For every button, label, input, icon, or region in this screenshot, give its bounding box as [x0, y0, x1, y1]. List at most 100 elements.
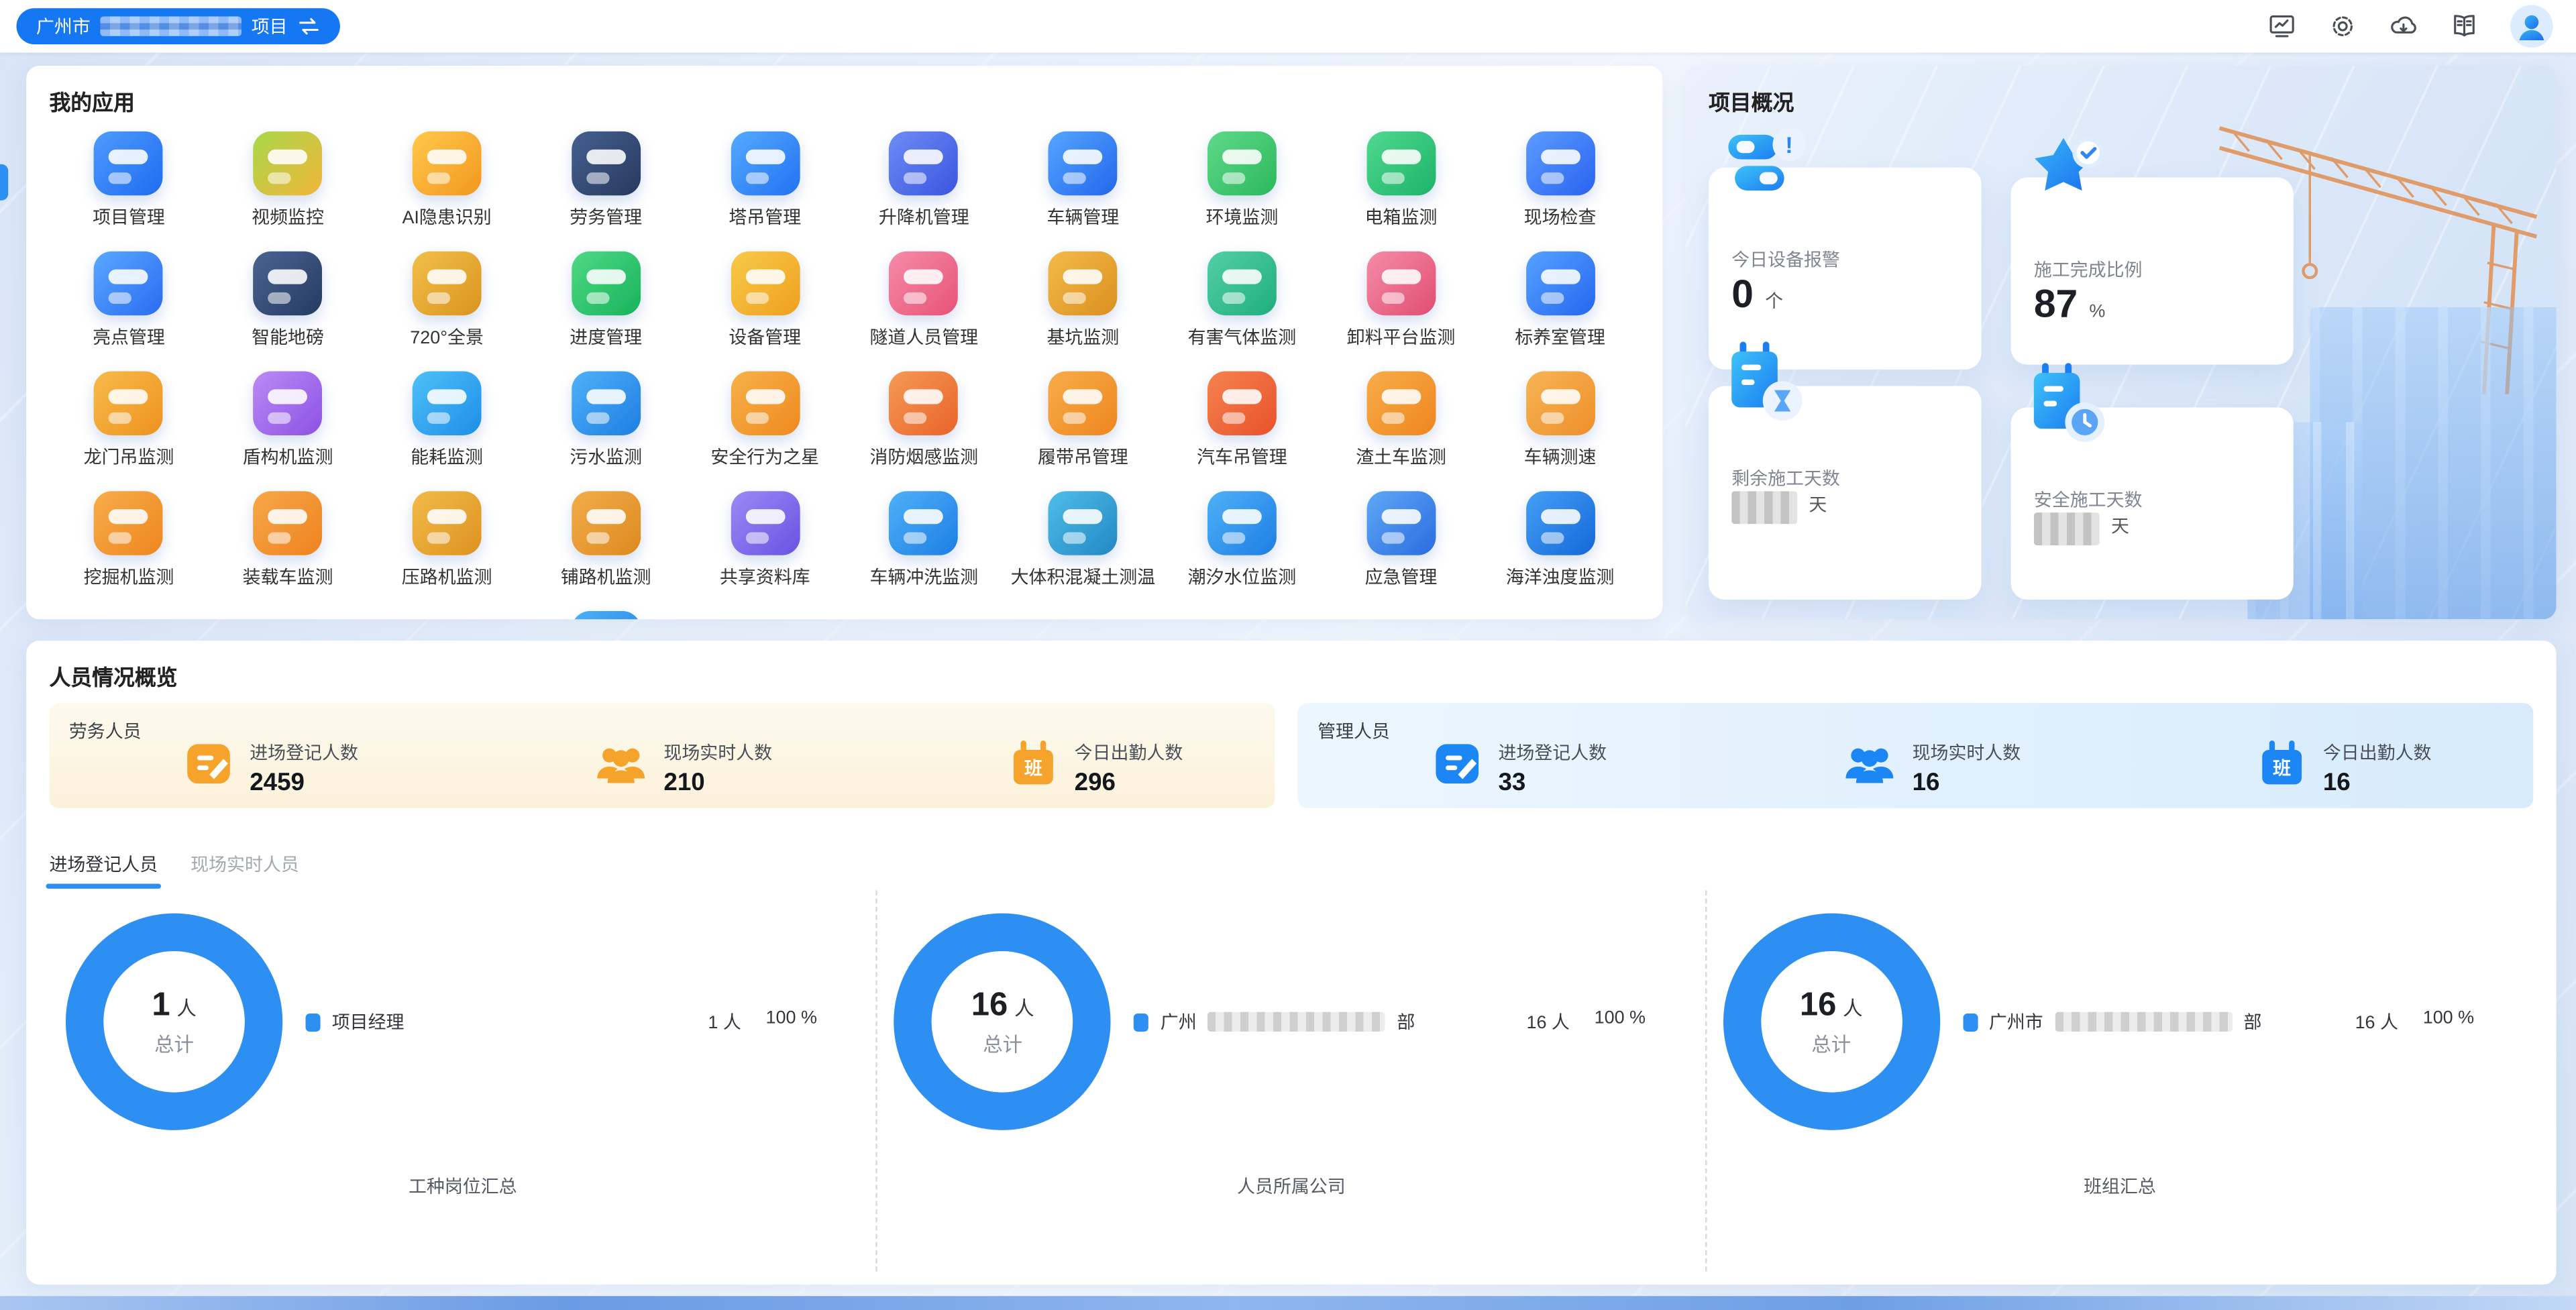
- app-item[interactable]: 潮汐水位监测: [1163, 491, 1322, 590]
- app-item[interactable]: 安全行为之星: [686, 371, 845, 470]
- app-label: 铺路机监测: [560, 568, 651, 588]
- app-icon: [1207, 131, 1277, 196]
- remaining-days-card[interactable]: 剩余施工天数 天: [1708, 341, 1982, 600]
- donut-chart-section: 16 人总计 广州市 部 16 人 100 % 班组汇总: [1707, 890, 2534, 1271]
- stat-value: 16: [2322, 769, 2351, 797]
- app-item[interactable]: 汽车吊管理: [1163, 371, 1322, 470]
- app-icon: [1048, 251, 1118, 316]
- legend-marker: [305, 1012, 321, 1031]
- app-item[interactable]: 龙门吊监测: [49, 371, 208, 470]
- app-icon: [1366, 251, 1436, 316]
- legend-label-redacted: [2054, 1012, 2233, 1032]
- app-item[interactable]: 智能地磅: [209, 251, 368, 350]
- app-label: AI隐患识别: [402, 209, 492, 229]
- app-item[interactable]: 项目管理: [49, 131, 208, 230]
- calendar-icon-wrap: 班: [1009, 739, 1058, 797]
- app-label: 电箱监测: [1364, 209, 1438, 229]
- stat-label: 今日出勤人数: [1074, 744, 1183, 764]
- app-item[interactable]: 盾构机监测: [209, 371, 368, 470]
- app-item[interactable]: 720°全景: [368, 251, 527, 350]
- app-label: 安全行为之星: [710, 448, 820, 468]
- app-item[interactable]: 进度管理: [527, 251, 686, 350]
- stat-item: 班 今日出勤人数 296: [1009, 739, 1183, 797]
- svg-text:!: !: [1785, 133, 1792, 158]
- tab-registered-personnel[interactable]: 进场登记人员: [46, 851, 162, 889]
- app-label: 挖掘机监测: [83, 568, 174, 588]
- app-label: 压路机监测: [401, 568, 492, 588]
- register-icon-wrap: [1433, 739, 1482, 797]
- remaining-days-label: 剩余施工天数: [1731, 470, 1840, 490]
- handbook-icon[interactable]: [2449, 11, 2479, 41]
- cloud-download-icon[interactable]: [2389, 11, 2418, 41]
- app-item[interactable]: 消防烟感监测: [845, 371, 1004, 470]
- legend-count: 16 人: [1526, 1014, 1570, 1034]
- app-item[interactable]: 大体积混凝土测温: [1004, 491, 1163, 590]
- app-item[interactable]: 车辆冲洗监测: [845, 491, 1004, 590]
- app-item[interactable]: 污水监测: [527, 371, 686, 470]
- app-item[interactable]: 能耗监测: [368, 371, 527, 470]
- stat-label: 现场实时人数: [1912, 744, 2021, 764]
- personnel-overview-title: 人员情况概览: [49, 665, 178, 690]
- app-item[interactable]: 有害气体监测: [1163, 251, 1322, 350]
- app-item[interactable]: 塔吊管理: [686, 131, 845, 230]
- app-label: 共享资料库: [719, 568, 810, 588]
- app-label: 车辆管理: [1046, 209, 1120, 229]
- app-item[interactable]: 海洋浊度监测: [1481, 491, 1640, 590]
- app-icon: [412, 131, 482, 196]
- app-item[interactable]: 挖掘机监测: [49, 491, 208, 590]
- app-item[interactable]: 设备管理: [686, 251, 845, 350]
- app-label: 有害气体监测: [1187, 328, 1297, 349]
- stat-value: 296: [1074, 769, 1116, 797]
- app-item[interactable]: 亮点管理: [49, 251, 208, 350]
- tab-realtime-personnel[interactable]: 现场实时人员: [191, 855, 299, 876]
- app-item-partial[interactable]: [527, 611, 686, 620]
- app-item[interactable]: 铺路机监测: [527, 491, 686, 590]
- settings-gear-icon[interactable]: [2328, 11, 2357, 41]
- safe-days-card[interactable]: 安全施工天数 天: [2010, 363, 2294, 600]
- app-label: 车辆测速: [1523, 448, 1597, 468]
- app-item[interactable]: 共享资料库: [686, 491, 845, 590]
- app-item[interactable]: 渣土车监测: [1322, 371, 1481, 470]
- stat-item: 现场实时人数 210: [595, 739, 1009, 797]
- completion-ratio-card[interactable]: 施工完成比例 87 %: [2010, 137, 2294, 365]
- project-switcher[interactable]: 广州市 项目: [16, 8, 340, 45]
- user-avatar[interactable]: [2510, 5, 2553, 48]
- app-icon: [730, 131, 800, 196]
- app-item[interactable]: 电箱监测: [1322, 131, 1481, 230]
- app-item[interactable]: 应急管理: [1322, 491, 1481, 590]
- app-item[interactable]: 卸料平台监测: [1322, 251, 1481, 350]
- device-alarm-card[interactable]: ! 今日设备报警 0 个: [1708, 128, 1982, 370]
- app-item[interactable]: 车辆管理: [1004, 131, 1163, 230]
- app-item[interactable]: 劳务管理: [527, 131, 686, 230]
- app-item[interactable]: AI隐患识别: [368, 131, 527, 230]
- app-item[interactable]: 基坑监测: [1004, 251, 1163, 350]
- app-label: 标养室管理: [1515, 328, 1605, 349]
- app-item[interactable]: 现场检查: [1481, 131, 1640, 230]
- donut-center: 1 人总计: [66, 914, 282, 1130]
- app-label: 设备管理: [729, 328, 802, 349]
- app-item[interactable]: 车辆测速: [1481, 371, 1640, 470]
- app-item[interactable]: 视频监控: [209, 131, 368, 230]
- monitor-dashboard-icon[interactable]: [2267, 11, 2297, 41]
- app-icon: [253, 131, 323, 196]
- labor-group-band: 劳务人员 进场登记人数 2459 现场实时人数 210 班 今日出勤人数 296: [49, 703, 1275, 808]
- app-icon: [412, 371, 482, 435]
- app-item[interactable]: 隧道人员管理: [845, 251, 1004, 350]
- app-item[interactable]: 履带吊管理: [1004, 371, 1163, 470]
- project-name-suffix: 项目: [251, 17, 288, 38]
- chart-caption: 人员所属公司: [1237, 1177, 1346, 1198]
- app-icon: [730, 251, 800, 316]
- app-item[interactable]: 标养室管理: [1481, 251, 1640, 350]
- donut-center: 16 人总计: [894, 914, 1111, 1130]
- legend-label-suffix: 部: [2243, 1014, 2262, 1034]
- app-label: 消防烟感监测: [869, 448, 979, 468]
- my-apps-panel: 我的应用 项目管理 视频监控 AI隐患识别 劳务管理 塔吊管理 升降机管理 车辆管理 环境监测…: [26, 65, 1663, 620]
- app-label: 龙门吊监测: [83, 448, 174, 468]
- app-item[interactable]: 环境监测: [1163, 131, 1322, 230]
- app-item[interactable]: 压路机监测: [368, 491, 527, 590]
- app-icon: [1207, 491, 1277, 555]
- app-icon: [94, 491, 164, 555]
- app-item[interactable]: 装载车监测: [209, 491, 368, 590]
- sidebar-handle[interactable]: [0, 164, 9, 201]
- app-item[interactable]: 升降机管理: [845, 131, 1004, 230]
